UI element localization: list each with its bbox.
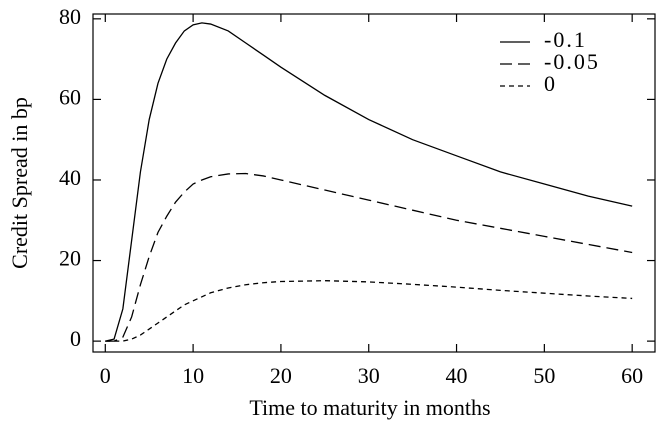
x-tick-label: 20 xyxy=(270,363,292,388)
y-tick-label: 20 xyxy=(59,246,81,271)
y-tick-label: 40 xyxy=(59,165,81,190)
x-tick-label: 50 xyxy=(533,363,555,388)
legend-label: -0.05 xyxy=(544,49,600,74)
y-tick-label: 0 xyxy=(70,326,81,351)
series-line xyxy=(105,22,633,342)
y-axis-title: Credit Spread in bp xyxy=(7,97,32,269)
series-line xyxy=(105,280,633,342)
x-tick-label: 40 xyxy=(446,363,468,388)
x-tick-label: 60 xyxy=(621,363,643,388)
x-tick-label: 0 xyxy=(100,363,111,388)
x-axis-title: Time to maturity in months xyxy=(249,395,490,420)
x-tick-label: 30 xyxy=(358,363,380,388)
legend-label: -0.1 xyxy=(544,27,587,52)
x-tick-label: 10 xyxy=(182,363,204,388)
y-tick-label: 80 xyxy=(59,4,81,29)
series-line xyxy=(105,172,633,342)
y-tick-label: 60 xyxy=(59,84,81,109)
plot-frame xyxy=(92,13,656,353)
legend-label: 0 xyxy=(544,71,557,96)
